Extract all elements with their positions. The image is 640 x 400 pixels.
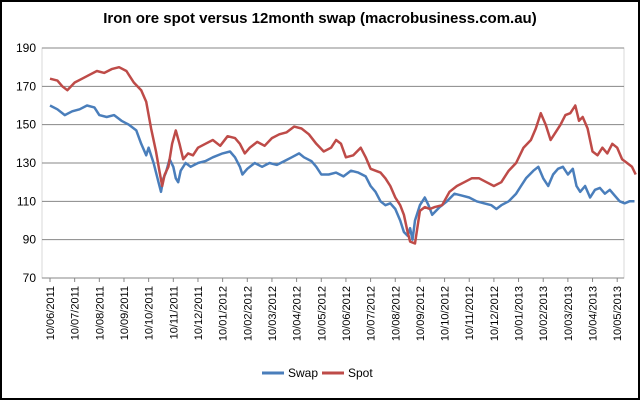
x-tick-label: 10/10/2012 <box>440 286 452 341</box>
x-tick-label: 10/05/2012 <box>316 286 328 341</box>
x-tick-label: 10/04/2013 <box>588 286 600 341</box>
x-tick-label: 10/05/2013 <box>612 286 624 341</box>
y-tick-label: 170 <box>16 79 36 93</box>
x-tick-label: 10/02/2012 <box>242 286 254 341</box>
chart-title: Iron ore spot versus 12month swap (macro… <box>103 10 537 27</box>
legend-label-spot: Spot <box>348 366 373 380</box>
x-tick-label: 10/01/2013 <box>514 286 526 341</box>
x-tick-label: 10/03/2013 <box>563 286 575 341</box>
x-tick-label: 10/12/2011 <box>193 286 205 340</box>
x-tick-label: 10/01/2012 <box>218 286 230 341</box>
y-tick-label: 150 <box>16 118 36 132</box>
x-tick-label: 10/03/2012 <box>267 286 279 341</box>
y-tick-label: 70 <box>23 271 37 285</box>
x-tick-label: 10/09/2011 <box>119 286 131 340</box>
y-tick-label: 90 <box>23 233 37 247</box>
x-tick-label: 10/07/2011 <box>70 286 82 340</box>
x-tick-label: 10/07/2012 <box>366 286 378 341</box>
x-tick-label: 10/12/2012 <box>489 286 501 341</box>
x-tick-label: 10/08/2012 <box>390 286 402 341</box>
x-tick-label: 10/11/2012 <box>464 286 476 340</box>
x-tick-label: 10/06/2011 <box>45 286 57 340</box>
y-tick-label: 110 <box>17 194 36 208</box>
x-tick-label: 10/10/2011 <box>144 286 156 340</box>
x-tick-label: 10/08/2011 <box>94 286 106 340</box>
x-tick-label: 10/11/2011 <box>168 286 180 339</box>
x-tick-label: 10/02/2013 <box>538 286 550 341</box>
series-line-swap <box>49 104 635 241</box>
y-tick-label: 190 <box>16 41 36 55</box>
y-tick-label: 130 <box>16 156 36 170</box>
x-tick-label: 10/04/2012 <box>292 286 304 341</box>
series-line-spot <box>49 65 637 245</box>
x-tick-label: 10/09/2012 <box>415 286 427 341</box>
x-tick-label: 10/06/2012 <box>341 286 353 341</box>
legend-label-swap: Swap <box>288 366 318 380</box>
